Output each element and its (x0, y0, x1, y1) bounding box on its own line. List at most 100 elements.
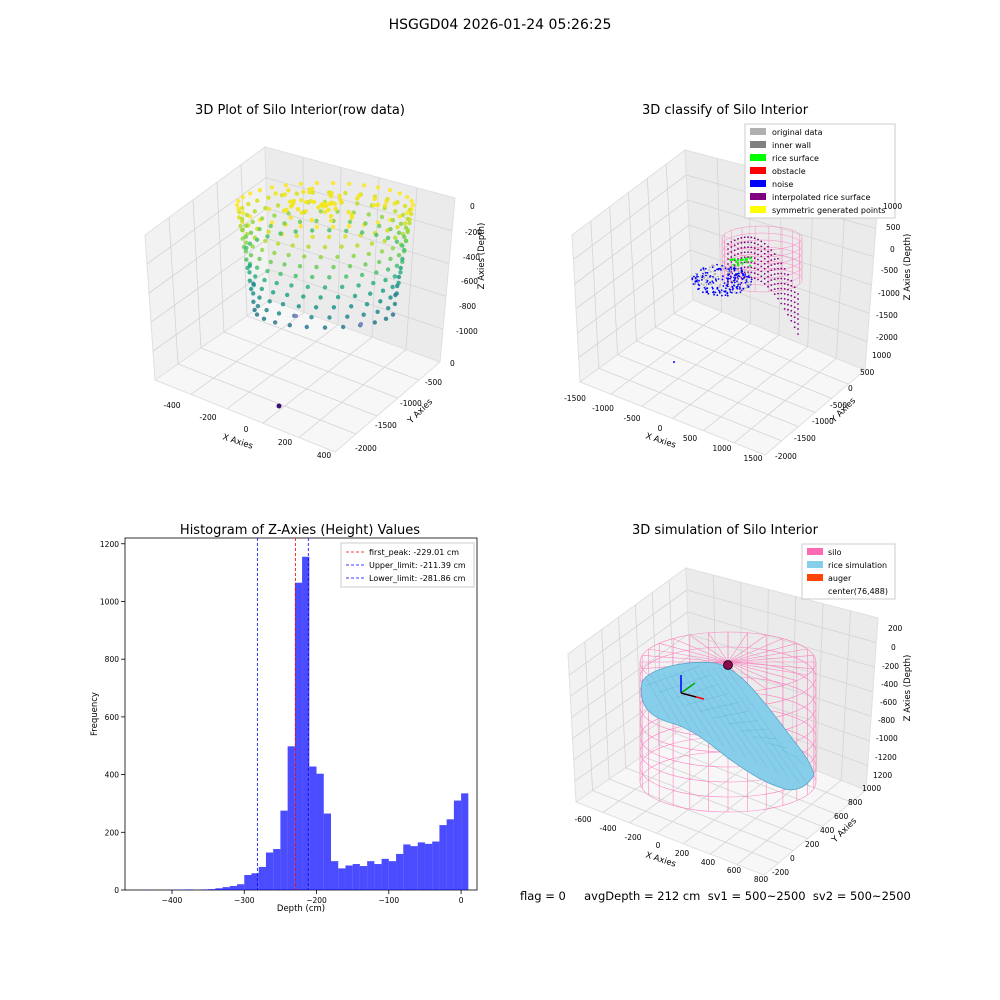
y-tick-label: 200 (105, 828, 120, 837)
plot4-xtick: -200 (624, 833, 641, 842)
noise-point (741, 271, 743, 273)
raw-data-point (393, 236, 397, 240)
raw-data-point (327, 228, 331, 232)
noise-point (716, 268, 718, 270)
interpolated-surface-point (754, 277, 756, 279)
interpolated-surface-point (784, 298, 786, 300)
raw-data-point (235, 203, 239, 207)
plot2-xtick: 1000 (712, 444, 731, 453)
legend-label: original data (772, 128, 823, 137)
interpolated-surface-point (764, 243, 766, 245)
interpolated-surface-point (784, 273, 786, 275)
raw-data-point (390, 285, 394, 289)
noise-point (711, 265, 713, 267)
plot4-ztick: 0 (891, 643, 896, 652)
plot4-ztick: -1200 (875, 753, 897, 762)
interpolated-surface-point (737, 248, 739, 250)
raw-data-point (349, 304, 353, 308)
raw-data-point (393, 274, 397, 278)
interpolated-surface-point (764, 278, 766, 280)
interpolated-surface-point (730, 256, 732, 258)
interpolated-surface-point (754, 237, 756, 239)
raw-data-point (352, 254, 356, 258)
histogram-bar (447, 819, 454, 890)
histogram-bar (345, 865, 352, 890)
raw-data-point (402, 248, 406, 252)
interpolated-surface-point (740, 257, 742, 259)
x-tick-label: 0 (459, 896, 464, 905)
raw-data-point (305, 325, 309, 329)
raw-data-point (238, 224, 242, 228)
raw-data-point (244, 246, 248, 250)
interpolated-surface-point (794, 321, 796, 323)
raw-data-point (373, 320, 377, 324)
raw-data-point (292, 199, 296, 203)
interpolated-surface-point (770, 279, 772, 281)
plot4-ytick: 1200 (873, 771, 892, 780)
plot4-ztick: -800 (878, 716, 895, 725)
rice-surface-point (737, 259, 739, 261)
noise-point (712, 288, 714, 290)
plot1-ytick: 0 (450, 359, 455, 368)
interpolated-surface-point (777, 288, 779, 290)
histogram-bar (331, 861, 338, 890)
raw-data-point (348, 264, 352, 268)
interpolated-surface-point (794, 301, 796, 303)
raw-data-point (319, 209, 323, 213)
raw-data-point (271, 290, 275, 294)
plot4-ztick: -1000 (876, 734, 898, 743)
raw-data-point (304, 200, 308, 204)
raw-data-point (388, 295, 392, 299)
interpolated-surface-point (767, 276, 769, 278)
noise-point (718, 278, 720, 280)
noise-point (719, 284, 721, 286)
raw-data-point (295, 191, 299, 195)
noise-point (702, 291, 704, 293)
plot4-ytick: 1000 (862, 784, 881, 793)
noise-point (740, 291, 742, 293)
interpolated-surface-point (787, 274, 789, 276)
legend-label: Upper_limit: -211.39 cm (369, 561, 466, 570)
plot4-ytick: 800 (848, 798, 863, 807)
raw-data-point (353, 294, 357, 298)
noise-point (723, 265, 725, 267)
interpolated-surface-point (780, 288, 782, 290)
interpolated-surface-point (770, 274, 772, 276)
noise-point (711, 280, 713, 282)
raw-data-point (281, 302, 285, 306)
interpolated-surface-point (727, 253, 729, 255)
legend-label: obstacle (772, 167, 806, 176)
raw-data-point (328, 202, 332, 206)
plot1-ztick: -800 (459, 302, 476, 311)
raw-data-point (304, 209, 308, 213)
interpolated-surface-point (797, 328, 799, 330)
raw-data-point (398, 191, 402, 195)
raw-data-point (376, 203, 380, 207)
noise-point (733, 284, 735, 286)
raw-data-point (391, 218, 395, 222)
histogram-ylabel: Frequency (90, 692, 100, 736)
noise-point (735, 266, 737, 268)
plot4-legend: silorice simulationaugercenter(76,488) (802, 544, 895, 599)
plot1-zlabel: Z Axies (Depth) (477, 223, 487, 290)
legend-swatch (750, 193, 766, 200)
y-tick-label: 600 (105, 713, 120, 722)
interpolated-surface-point (727, 243, 729, 245)
interpolated-surface-point (770, 249, 772, 251)
noise-point (703, 284, 705, 286)
interpolated-surface-point (747, 246, 749, 248)
raw-data-point (299, 198, 303, 202)
silo-center-marker (724, 661, 733, 670)
noise-point (746, 277, 748, 279)
noise-point (721, 295, 723, 297)
interpolated-surface-point (780, 268, 782, 270)
rice-surface-point (745, 261, 747, 263)
noise-point (701, 277, 703, 279)
raw-data-point (381, 289, 385, 293)
interpolated-surface-point (787, 279, 789, 281)
interpolated-surface-point (730, 241, 732, 243)
raw-data-point (376, 185, 380, 189)
raw-data-point (406, 230, 410, 234)
interpolated-surface-point (757, 239, 759, 241)
interpolated-surface-point (797, 333, 799, 335)
